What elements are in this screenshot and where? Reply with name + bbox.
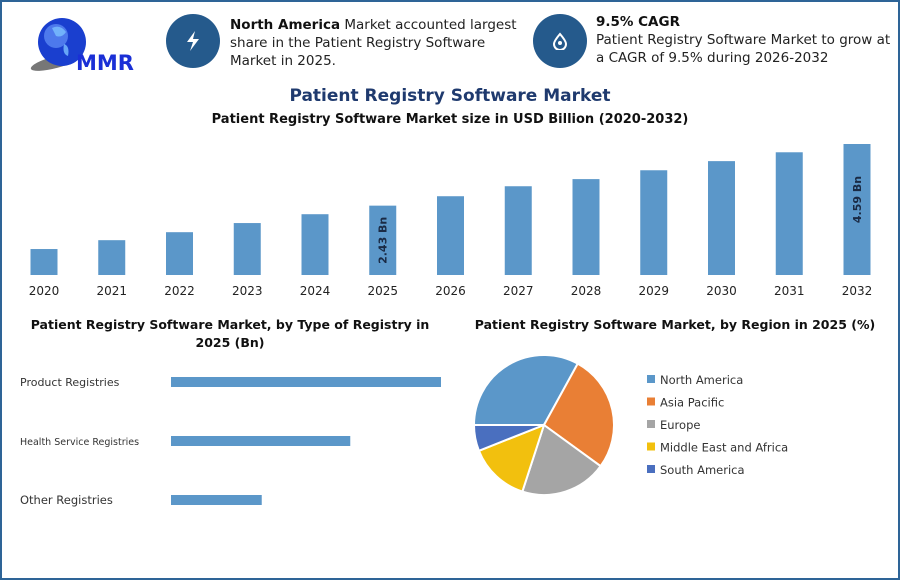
highlight-bold: North America	[230, 17, 341, 33]
registry-type-bar-chart: Product Registries Health Service Registr…	[20, 376, 441, 507]
highlight-text: Patient Registry Software Market to grow…	[596, 32, 891, 66]
legend-swatch	[647, 442, 655, 451]
pie-slice-asia-pacific	[542, 362, 615, 468]
bar-2025	[369, 205, 397, 275]
bar-2028	[572, 179, 600, 275]
x-tick-label: 2020	[29, 284, 60, 298]
bar-2026	[437, 196, 464, 275]
highlight-north-america: North America Market accounted largest s…	[230, 16, 520, 70]
bar-2023	[233, 223, 261, 275]
market-size-bar-chart: 2020 2021 2022 2023 2024 2025 2.43 Bn 2026 2027 2…	[29, 144, 873, 298]
bar-health-service-registries	[171, 436, 351, 446]
x-tick-label: 2021	[96, 284, 127, 298]
bar-product-registries	[171, 377, 441, 387]
type-chart-title: Patient Registry Software Market, by Typ…	[30, 317, 430, 350]
mmr-logo: MMR	[26, 14, 138, 76]
bar-2029	[640, 170, 668, 275]
pie-slice-middle-east-and-africa	[477, 423, 546, 493]
x-tick-label: 2032	[842, 284, 873, 298]
x-tick-label: 2022	[164, 284, 195, 298]
logo-text: MMR	[76, 51, 134, 75]
legend-swatch	[647, 397, 655, 406]
x-tick-label: 2025	[367, 284, 398, 298]
bar-2022	[166, 232, 193, 275]
bar-2032	[843, 144, 871, 275]
legend-swatch	[647, 375, 655, 383]
pie-slice-europe	[521, 423, 603, 496]
highlight-text: Market accounted largest share in the Pa…	[230, 17, 517, 69]
legend-swatch	[647, 420, 655, 428]
bar-2024	[301, 214, 329, 275]
x-tick-label: 2027	[503, 284, 534, 298]
data-label: 2.43 Bn	[377, 217, 390, 264]
pie-slice-north-america	[472, 354, 580, 426]
legend-label: North America	[660, 373, 743, 387]
data-label: 4.59 Bn	[851, 176, 864, 223]
x-tick-label: 2026	[435, 284, 466, 298]
bar-2021	[98, 240, 126, 275]
x-tick-label: 2023	[232, 284, 263, 298]
category-label: Health Service Registries	[20, 437, 139, 448]
category-label: Product Registries	[20, 376, 120, 389]
legend-label: South America	[660, 463, 745, 477]
pie-slice-south-america	[472, 424, 545, 453]
bar-2027	[504, 186, 532, 275]
bar-2020	[30, 249, 58, 275]
chart-title: Patient Registry Software Market	[289, 86, 611, 106]
lightning-icon	[166, 14, 220, 68]
bar-other-registries	[171, 495, 262, 505]
x-tick-label: 2030	[706, 284, 737, 298]
highlight-bold: 9.5% CAGR	[596, 14, 680, 30]
region-pie-chart: North America Asia Pacific Europe Middle Ea…	[472, 354, 788, 496]
legend-label: Middle East and Africa	[660, 441, 788, 455]
highlight-cagr: 9.5% CAGR Patient Registry Software Mark…	[596, 13, 891, 67]
category-label: Other Registries	[20, 493, 113, 507]
x-tick-label: 2031	[774, 284, 805, 298]
legend-label: Asia Pacific	[660, 396, 724, 410]
x-tick-label: 2029	[638, 284, 669, 298]
region-chart-title: Patient Registry Software Market, by Reg…	[474, 317, 876, 332]
chart-subtitle: Patient Registry Software Market size in…	[211, 112, 689, 127]
x-tick-label: 2024	[300, 284, 331, 298]
bar-2031	[775, 152, 803, 275]
legend-label: Europe	[660, 418, 700, 432]
legend-swatch	[647, 465, 655, 473]
x-tick-label: 2028	[571, 284, 602, 298]
drop-icon	[533, 14, 587, 68]
bar-2030	[708, 161, 735, 275]
